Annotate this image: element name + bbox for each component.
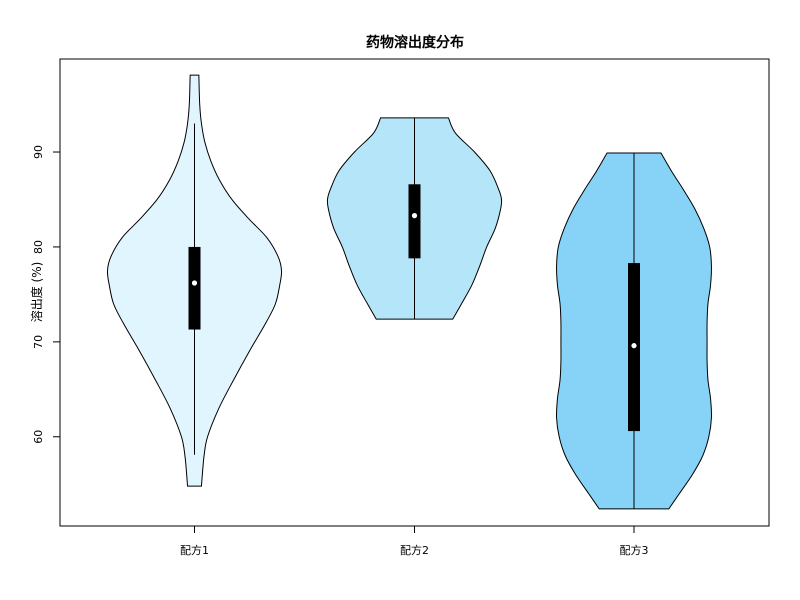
x-axis: 配方1 配方2 配方3 [180, 525, 649, 557]
y-axis: 60 70 80 90 [32, 145, 61, 444]
iqr-box [408, 184, 421, 259]
median-dot [631, 343, 637, 349]
chart-title: 药物溶出度分布 [366, 34, 464, 51]
median-dot [411, 213, 418, 219]
y-tick-label: 60 [32, 430, 45, 444]
y-axis-label: 溶出度 (%) [29, 262, 44, 323]
x-tick-label: 配方3 [620, 543, 649, 557]
x-tick-label: 配方2 [400, 543, 429, 557]
x-tick-label: 配方1 [180, 543, 209, 557]
violin-layer [106, 74, 712, 510]
median-dot [191, 280, 198, 286]
violin-3 [556, 152, 712, 510]
y-tick-label: 90 [32, 145, 45, 159]
violin-2 [326, 117, 503, 320]
y-tick-label: 80 [32, 240, 45, 254]
violin-1 [106, 74, 283, 487]
iqr-box [188, 246, 201, 330]
y-tick-label: 70 [32, 335, 45, 349]
